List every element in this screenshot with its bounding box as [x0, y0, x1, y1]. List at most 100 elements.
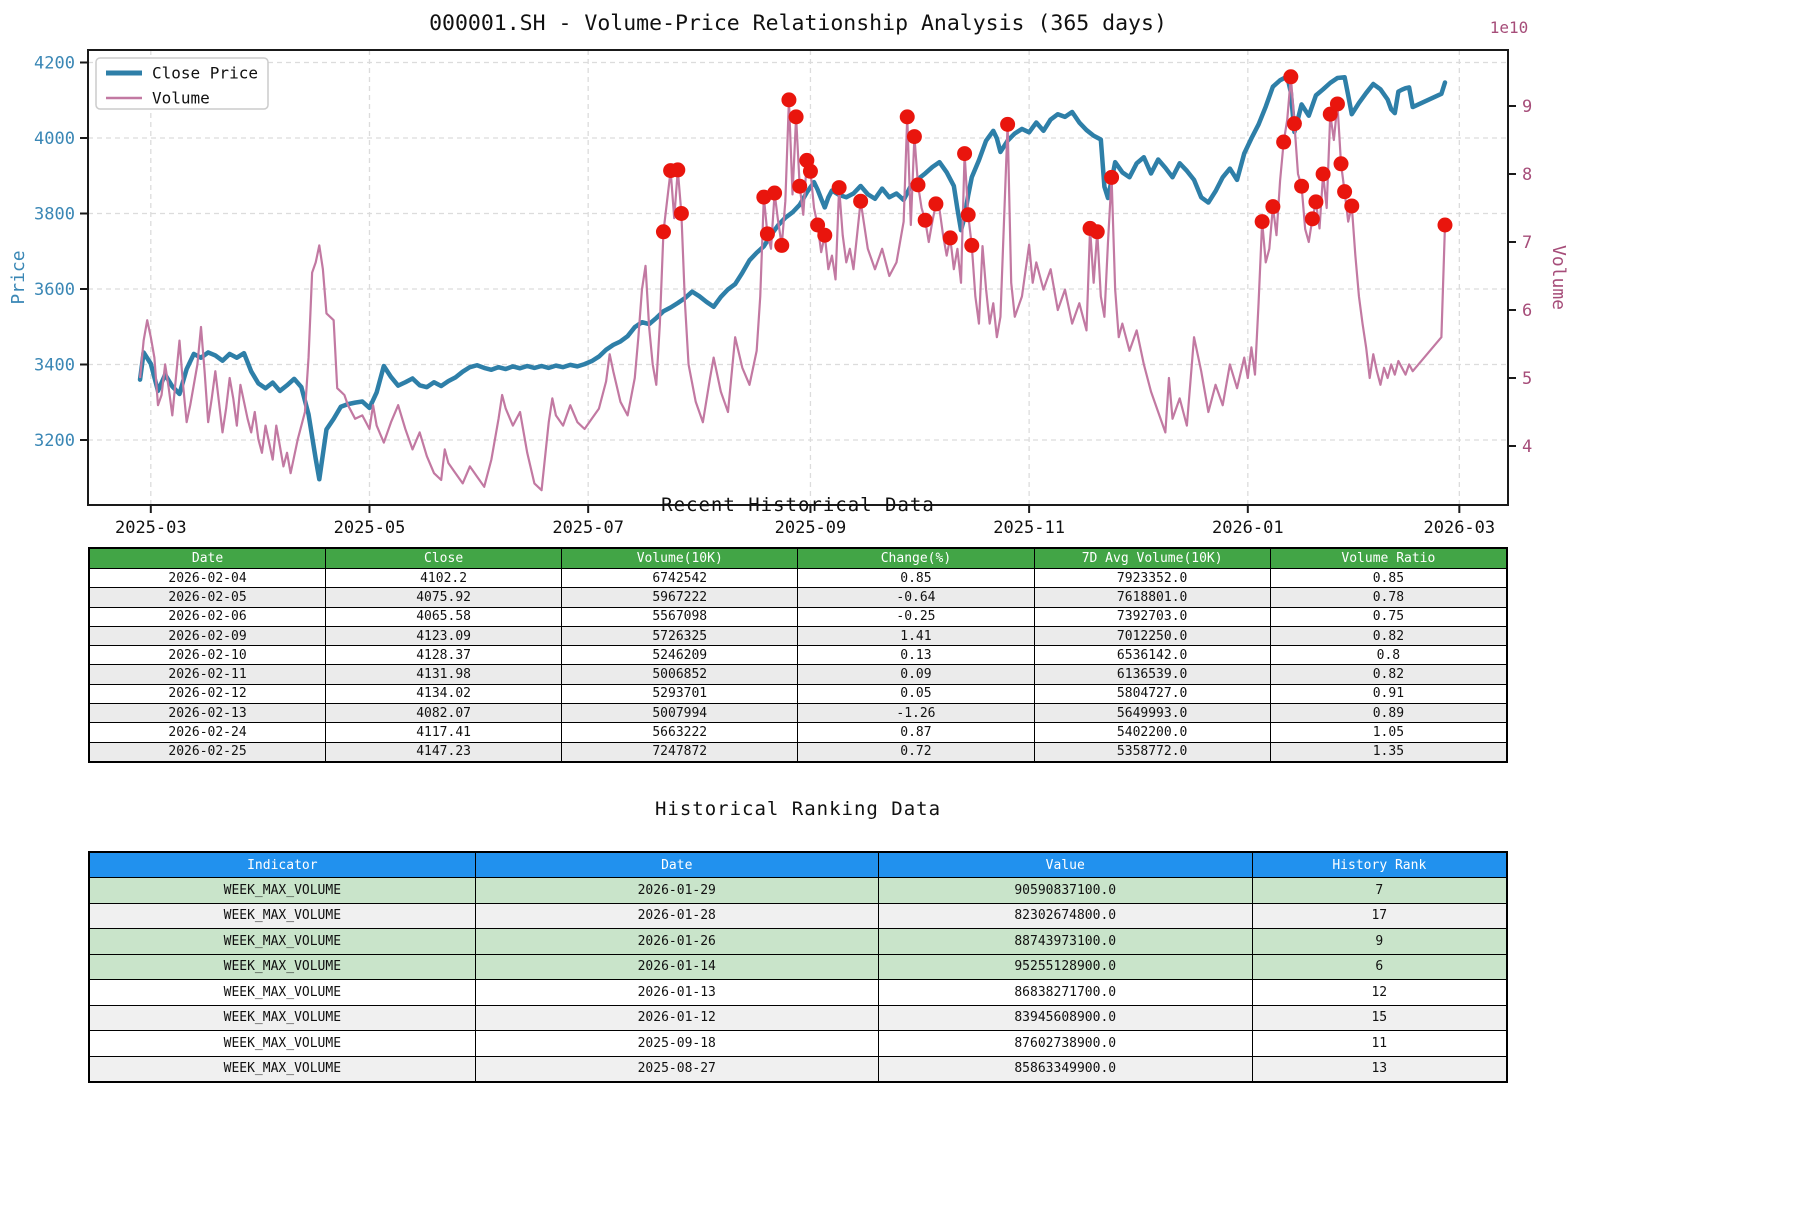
- table-cell: WEEK_MAX_VOLUME: [88, 953, 476, 980]
- table-cell: 90590837100.0: [877, 877, 1253, 904]
- table-cell: -0.25: [797, 606, 1035, 627]
- table-cell: 0.85: [797, 567, 1035, 589]
- table-cell: 13: [1251, 1055, 1508, 1083]
- table-cell: 2026-01-13: [474, 979, 879, 1006]
- price-tick-label: 4200: [34, 54, 75, 74]
- table-header-cell: Close: [325, 547, 563, 569]
- table-cell: 4123.09: [325, 625, 563, 647]
- table-cell: 5246209: [561, 645, 799, 666]
- x-tick-label: 2025-09: [775, 518, 847, 538]
- table-cell: 0.87: [797, 722, 1035, 743]
- x-tick-label: 2026-03: [1423, 518, 1495, 538]
- table-cell: 17: [1251, 902, 1508, 929]
- table-header-cell: Change(%): [797, 547, 1035, 569]
- table-cell: 5649993.0: [1033, 703, 1271, 724]
- table-cell: 2026-01-26: [474, 928, 879, 955]
- price-tick-label: 3800: [34, 205, 75, 225]
- table-cell: 88743973100.0: [877, 928, 1253, 955]
- table-cell: 0.85: [1269, 567, 1508, 589]
- high-volume-dot: [1254, 214, 1270, 230]
- table-cell: 0.13: [797, 645, 1035, 666]
- table-cell: 6742542: [561, 567, 799, 589]
- ranking-data-table: Indicator Date Value History Rank WEEK_MAX_V…: [88, 851, 1508, 1083]
- table-cell: 2025-08-27: [474, 1055, 879, 1083]
- high-volume-dot: [817, 227, 833, 243]
- table-cell: 4131.98: [325, 664, 563, 685]
- table-cell: 4102.2: [325, 567, 563, 589]
- high-volume-dot: [1304, 211, 1320, 227]
- high-volume-dot: [792, 178, 808, 194]
- x-tick-label: 2026-01: [1212, 518, 1284, 538]
- table-cell: 7: [1251, 877, 1508, 904]
- high-volume-dot: [673, 205, 689, 221]
- volume-line: [138, 75, 1447, 492]
- volume-axis-offset-label: 1e10: [1490, 18, 1529, 37]
- table-cell: 0.75: [1269, 606, 1508, 627]
- high-volume-dot: [1283, 69, 1299, 85]
- table-row: 2026-02-24 4117.41 5663222 0.87 5402200.0 1.0…: [88, 722, 1508, 743]
- high-volume-dot: [1089, 224, 1105, 240]
- table-cell: 5663222: [561, 722, 799, 743]
- high-volume-dot: [906, 129, 922, 145]
- table-row: WEEK_MAX_VOLUME 2026-01-28 82302674800.0 17: [88, 902, 1508, 929]
- high-volume-dot: [655, 224, 671, 240]
- table-cell: 86838271700.0: [877, 979, 1253, 1006]
- table-cell: 0.72: [797, 741, 1035, 763]
- table-header-cell: 7D Avg Volume(10K): [1033, 547, 1271, 569]
- high-volume-dot: [960, 207, 976, 223]
- table-cell: 12: [1251, 979, 1508, 1006]
- table-cell: 0.78: [1269, 587, 1508, 608]
- high-volume-dot: [1344, 198, 1360, 214]
- table-cell: 7392703.0: [1033, 606, 1271, 627]
- table-cell: 83945608900.0: [877, 1004, 1253, 1031]
- table-cell: 2026-02-05: [88, 587, 327, 608]
- table-cell: 0.82: [1269, 664, 1508, 685]
- table-cell: 85863349900.0: [877, 1055, 1253, 1083]
- high-volume-dot: [910, 177, 926, 193]
- price-tick-label: 3400: [34, 356, 75, 376]
- high-volume-dot: [1337, 184, 1353, 200]
- table-cell: 5007994: [561, 703, 799, 724]
- table-cell: 2026-02-11: [88, 664, 327, 685]
- high-volume-dot: [1308, 194, 1324, 210]
- table-cell: 4147.23: [325, 741, 563, 763]
- chart-title: 000001.SH - Volume-Price Relationship An…: [429, 11, 1167, 36]
- high-volume-dot: [899, 109, 915, 125]
- table-header-cell: History Rank: [1251, 851, 1508, 878]
- table-cell: 2026-02-10: [88, 645, 327, 666]
- high-volume-dot: [917, 212, 933, 228]
- table-cell: WEEK_MAX_VOLUME: [88, 902, 476, 929]
- table-cell: 7247872: [561, 741, 799, 763]
- table-cell: WEEK_MAX_VOLUME: [88, 1055, 476, 1083]
- table-cell: 2025-09-18: [474, 1030, 879, 1057]
- x-tick-label: 2025-03: [115, 518, 187, 538]
- table-cell: 5358772.0: [1033, 741, 1271, 763]
- volume-tick-label: 9: [1522, 97, 1532, 117]
- legend-label: Volume: [152, 89, 210, 108]
- table-cell: 4082.07: [325, 703, 563, 724]
- plot-border: [87, 49, 1509, 506]
- price-tick-label: 3600: [34, 280, 75, 300]
- table-cell: 0.82: [1269, 625, 1508, 647]
- high-volume-dot: [853, 193, 869, 209]
- recent-data-table-wrap: Date Close Volume(10K) Change(%) 7D Avg Volu…: [88, 547, 1508, 763]
- legend-label: Close Price: [152, 64, 258, 83]
- table-row: WEEK_MAX_VOLUME 2026-01-12 83945608900.0 15: [88, 1004, 1508, 1031]
- table-row: 2026-02-09 4123.09 5726325 1.41 7012250.0 0.8…: [88, 625, 1508, 647]
- high-volume-dot: [1329, 96, 1345, 112]
- volume-tick-label: 8: [1522, 165, 1532, 185]
- table-header-cell: Volume(10K): [561, 547, 799, 569]
- high-volume-dot: [1294, 178, 1310, 194]
- table-cell: 7923352.0: [1033, 567, 1271, 589]
- volume-price-chart: 000001.SH - Volume-Price Relationship An…: [8, 11, 1569, 538]
- high-volume-dot: [759, 226, 775, 242]
- table-cell: 2026-01-14: [474, 953, 879, 980]
- table-cell: 5567098: [561, 606, 799, 627]
- table-row: 2026-02-10 4128.37 5246209 0.13 6536142.0 0.8: [88, 645, 1508, 666]
- high-volume-dot: [1333, 156, 1349, 172]
- x-tick-label: 2025-11: [993, 518, 1065, 538]
- high-volume-dot: [1437, 217, 1453, 233]
- table-row: 2026-02-05 4075.92 5967222 -0.64 7618801.0 0.…: [88, 587, 1508, 608]
- table-cell: 2026-02-04: [88, 567, 327, 589]
- table-cell: WEEK_MAX_VOLUME: [88, 1030, 476, 1057]
